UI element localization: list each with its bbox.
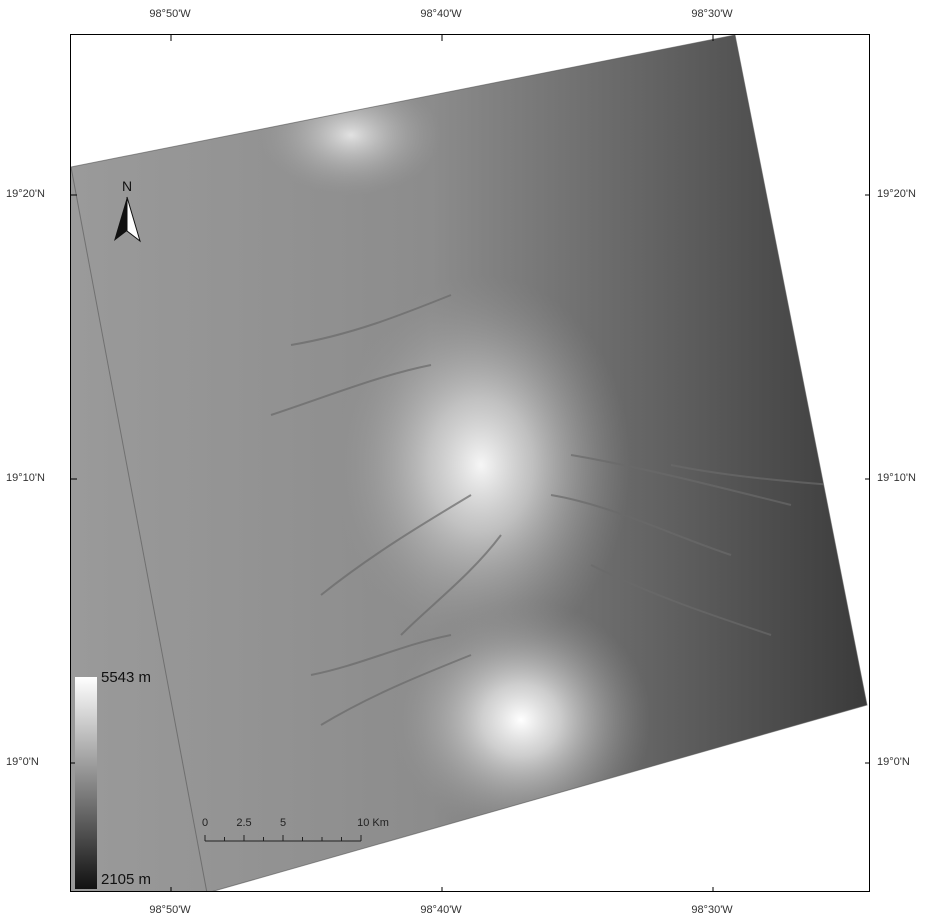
lat-label-left-2: 19°10'N: [6, 472, 45, 484]
scale-label-0: 0: [202, 817, 208, 829]
lat-label-right-3: 19°0'N: [877, 756, 910, 768]
scale-label-2-5: 2.5: [236, 817, 251, 829]
legend-color-ramp: [75, 677, 97, 889]
lon-label-top-1: 98°50'W: [149, 8, 191, 20]
lon-label-top-2: 98°40'W: [420, 8, 462, 20]
legend-max-label: 5543 m: [101, 669, 152, 686]
map-canvas: N 0 2.5 5 10 Km: [71, 35, 869, 891]
legend-min-label: 2105 m: [101, 871, 152, 888]
lon-label-bottom-2: 98°40'W: [420, 904, 462, 916]
north-letter: N: [122, 178, 132, 194]
scale-label-10-km: 10 Km: [357, 817, 389, 829]
lon-label-bottom-1: 98°50'W: [149, 904, 191, 916]
lon-label-bottom-3: 98°30'W: [691, 904, 733, 916]
lat-label-right-2: 19°10'N: [877, 472, 916, 484]
lon-label-top-3: 98°30'W: [691, 8, 733, 20]
scale-bar: [204, 835, 362, 842]
graticule-ticks: [71, 35, 869, 891]
scale-label-5: 5: [280, 817, 286, 829]
map-frame: N 0 2.5 5 10 Km 5543 m 2105 m: [70, 34, 870, 892]
lat-label-right-1: 19°20'N: [877, 188, 916, 200]
drainage-lines: [270, 294, 832, 726]
lat-label-left-1: 19°20'N: [6, 188, 45, 200]
north-arrow-icon: N: [114, 178, 141, 243]
lat-label-left-3: 19°0'N: [6, 756, 39, 768]
elevation-raster: [71, 35, 867, 891]
